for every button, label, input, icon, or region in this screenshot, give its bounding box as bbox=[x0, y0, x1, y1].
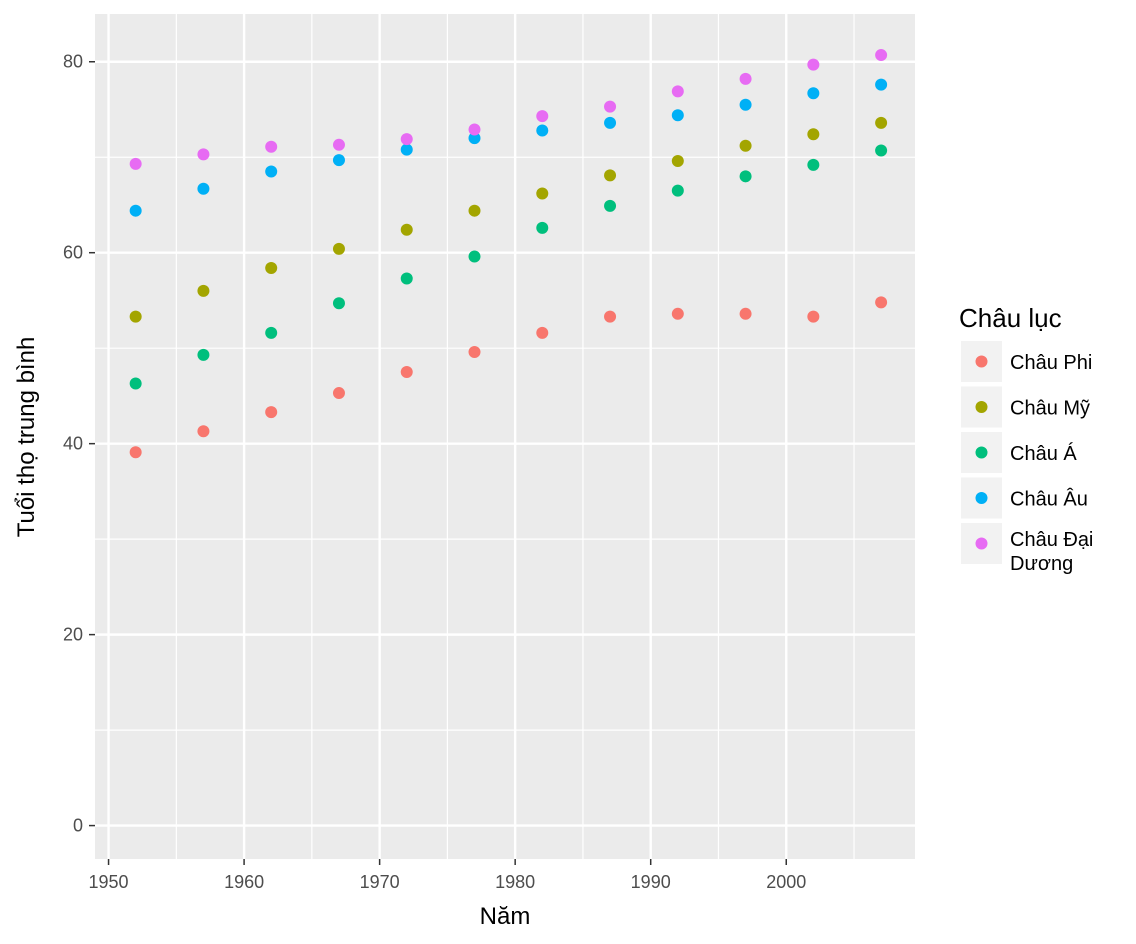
data-point bbox=[536, 110, 549, 123]
data-point bbox=[739, 307, 752, 320]
data-point bbox=[875, 296, 888, 309]
legend-label: Châu Mỹ bbox=[1010, 398, 1090, 420]
data-point bbox=[265, 261, 278, 274]
data-point bbox=[468, 346, 481, 358]
data-point bbox=[400, 133, 413, 146]
y-tick-label: 0 bbox=[73, 816, 83, 836]
y-axis: 0 20 40 60 80 bbox=[63, 52, 95, 836]
data-point bbox=[332, 138, 345, 151]
data-point bbox=[875, 116, 888, 129]
legend-marker bbox=[975, 355, 988, 368]
data-point bbox=[400, 143, 413, 156]
plot-panel bbox=[95, 14, 915, 859]
data-point bbox=[332, 154, 345, 167]
data-point bbox=[671, 85, 684, 98]
data-point bbox=[536, 326, 549, 339]
data-point bbox=[875, 49, 888, 62]
x-axis: 1950 1960 1970 1980 1990 2000 bbox=[89, 859, 806, 892]
data-point bbox=[739, 72, 752, 85]
y-tick-label: 60 bbox=[63, 243, 83, 263]
data-point bbox=[604, 100, 617, 113]
data-point bbox=[129, 204, 142, 217]
data-point bbox=[197, 182, 210, 195]
data-point bbox=[265, 140, 278, 153]
data-point bbox=[875, 144, 888, 157]
data-point bbox=[400, 272, 413, 285]
data-point bbox=[604, 116, 617, 129]
y-tick-label: 80 bbox=[63, 52, 83, 72]
data-point bbox=[739, 98, 752, 111]
x-tick-label: 1970 bbox=[360, 872, 400, 892]
data-point bbox=[197, 348, 210, 361]
data-point bbox=[265, 165, 278, 178]
legend-label: Châu Âu bbox=[1010, 488, 1088, 511]
data-point bbox=[671, 155, 684, 168]
x-axis-title: Năm bbox=[480, 903, 531, 930]
legend-title: Châu lục bbox=[959, 303, 1062, 333]
data-point bbox=[197, 425, 210, 438]
grid-major bbox=[95, 14, 915, 859]
data-point bbox=[671, 307, 684, 320]
legend-marker bbox=[975, 401, 988, 413]
data-point bbox=[807, 310, 820, 323]
data-point bbox=[332, 242, 345, 255]
legend-label: Châu Á bbox=[1010, 442, 1077, 465]
data-point bbox=[129, 310, 142, 323]
data-point bbox=[671, 109, 684, 122]
legend-marker bbox=[975, 446, 988, 459]
legend-label: Châu Đại Dương bbox=[1010, 529, 1093, 575]
data-point bbox=[807, 158, 820, 171]
y-tick-label: 20 bbox=[63, 625, 83, 645]
data-point bbox=[468, 123, 481, 136]
data-point bbox=[536, 187, 549, 200]
data-point bbox=[604, 310, 617, 323]
grid-minor bbox=[95, 14, 915, 859]
x-tick-label: 2000 bbox=[766, 872, 806, 892]
data-point bbox=[265, 406, 278, 419]
data-point bbox=[739, 139, 752, 152]
x-tick-label: 1950 bbox=[89, 872, 129, 892]
legend-marker bbox=[975, 492, 988, 504]
data-point bbox=[265, 326, 278, 339]
data-point bbox=[332, 297, 345, 310]
data-point bbox=[400, 366, 413, 379]
data-points bbox=[129, 49, 888, 459]
data-point bbox=[129, 377, 142, 390]
data-point bbox=[468, 250, 481, 263]
data-point bbox=[807, 58, 820, 71]
data-point bbox=[875, 78, 888, 91]
legend-label: Châu Phi bbox=[1010, 352, 1092, 374]
data-point bbox=[739, 170, 752, 183]
y-axis-title: Tuổi thọ trung bình bbox=[13, 337, 40, 538]
data-point bbox=[468, 204, 481, 217]
data-point bbox=[807, 128, 820, 141]
data-point bbox=[400, 223, 413, 236]
x-tick-label: 1990 bbox=[631, 872, 671, 892]
data-point bbox=[604, 199, 617, 212]
y-tick-label: 40 bbox=[63, 434, 83, 454]
legend-items: Châu Phi Châu Mỹ Châu Á Châu Âu Châu Đại Dươn… bbox=[961, 341, 1093, 575]
data-point bbox=[536, 124, 549, 137]
data-point bbox=[197, 284, 210, 297]
data-point bbox=[468, 132, 481, 145]
data-point bbox=[671, 184, 684, 197]
data-point bbox=[604, 169, 617, 182]
x-tick-label: 1960 bbox=[224, 872, 264, 892]
legend-marker bbox=[975, 537, 988, 550]
data-point bbox=[332, 387, 345, 400]
data-point bbox=[536, 221, 549, 234]
data-point bbox=[129, 157, 142, 170]
data-point bbox=[197, 148, 210, 161]
data-point bbox=[807, 87, 820, 100]
x-tick-label: 1980 bbox=[495, 872, 535, 892]
data-point bbox=[129, 446, 142, 459]
